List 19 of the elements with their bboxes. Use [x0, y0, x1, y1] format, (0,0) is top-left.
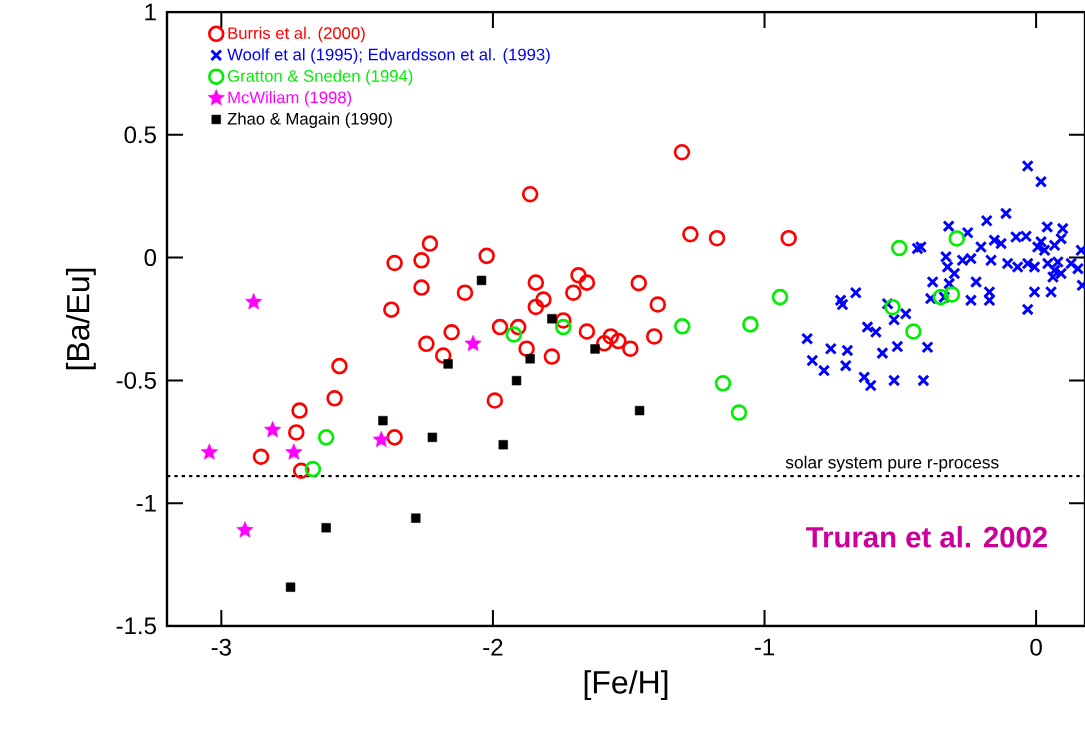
x-tick-label: -3 [211, 638, 231, 656]
y-tick-label: 0 [144, 249, 157, 267]
x-tick-label: -1 [754, 638, 775, 656]
legend-label: McWiliam (1998) [228, 91, 352, 107]
y-tick-label: -1.5 [116, 617, 156, 635]
legend-label: Zhao & Magain (1990) [227, 112, 392, 128]
annotation: Truran et al. 2002 [806, 526, 1047, 548]
x-tick-label: 0 [1030, 638, 1042, 656]
y-tick-label: 0.5 [124, 126, 156, 144]
y-axis-title: [Ba/Eu] [65, 268, 96, 370]
ref-line-label: solar system pure r-process [785, 455, 999, 472]
y-tick-label: 1 [145, 3, 156, 21]
legend-label: Woolf et al (1995); Edvardsson et al. (1993) [227, 48, 550, 64]
legend-label: Burris et al. (2000) [228, 26, 365, 43]
x-tick-label: -2 [483, 638, 503, 656]
x-axis-title: [Fe/H] [584, 670, 668, 701]
y-tick-label: -1 [136, 494, 156, 512]
legend-label: Gratton & Sneden (1994) [227, 69, 413, 86]
y-tick-label: -0.5 [116, 371, 156, 389]
